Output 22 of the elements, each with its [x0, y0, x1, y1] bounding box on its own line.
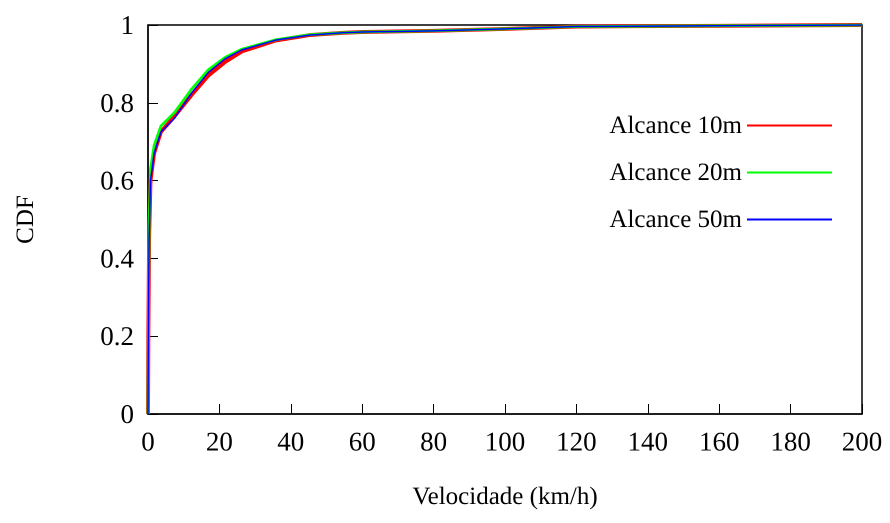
- y-tick-label: 0.2: [100, 321, 134, 352]
- legend-label: Alcance 50m: [609, 206, 743, 233]
- y-tick-label: 0.6: [100, 166, 134, 196]
- y-tick-label: 0.8: [100, 88, 134, 118]
- y-axis-title: CDF: [12, 195, 39, 244]
- x-tick-label: 100: [484, 426, 526, 456]
- legend-label: Alcance 10m: [609, 112, 743, 139]
- x-tick-label: 140: [628, 426, 668, 456]
- x-tick-label: 180: [770, 426, 811, 456]
- x-tick-label: 40: [277, 426, 304, 456]
- x-tick-label: 60: [348, 426, 376, 456]
- x-tick-label: 0: [141, 426, 155, 456]
- x-axis-title: Velocidade (km/h): [412, 483, 598, 510]
- x-tick-label: 120: [556, 426, 597, 456]
- x-tick-label: 80: [420, 426, 448, 456]
- y-tick-label: 0: [120, 399, 134, 429]
- y-tick-label: 1: [120, 10, 134, 40]
- x-tick-label: 160: [698, 426, 740, 456]
- legend-label: Alcance 20m: [609, 159, 743, 186]
- y-tick-label: 0.4: [100, 243, 134, 274]
- x-tick-label: 20: [206, 426, 233, 456]
- x-tick-label: 200: [842, 426, 882, 456]
